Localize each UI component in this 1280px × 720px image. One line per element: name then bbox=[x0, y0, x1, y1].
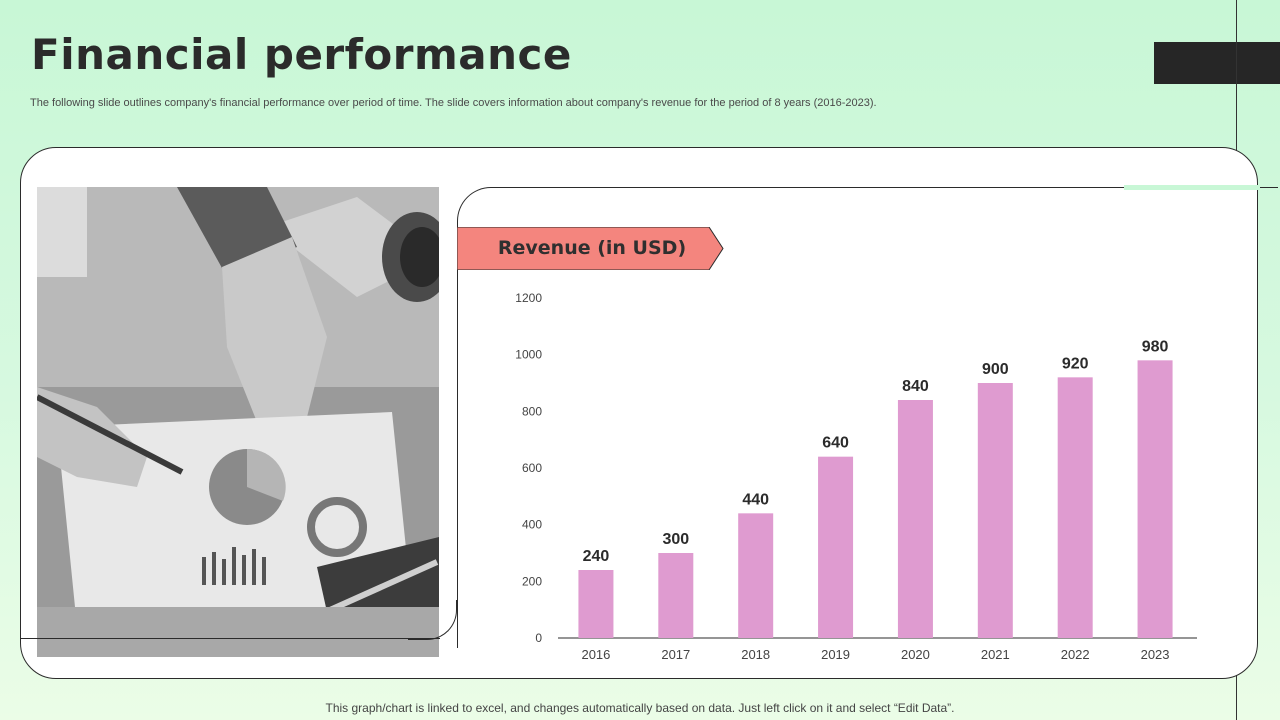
frame-divider-line bbox=[20, 638, 440, 639]
decorative-tab bbox=[1154, 42, 1280, 84]
x-tick-label: 2020 bbox=[901, 647, 930, 662]
bar bbox=[738, 513, 774, 638]
revenue-bar-chart: 0 200 400 600 800 1000 1200 240 2016 300 2017 440 20… bbox=[515, 291, 1197, 662]
chart-title: Revenue (in USD) bbox=[497, 237, 687, 259]
data-label: 300 bbox=[662, 531, 689, 548]
bar bbox=[578, 570, 614, 638]
y-tick-label: 0 bbox=[535, 631, 542, 645]
x-tick-label: 2019 bbox=[821, 647, 850, 662]
x-tick-label: 2023 bbox=[1141, 647, 1170, 662]
business-meeting-photo bbox=[37, 187, 439, 657]
bar bbox=[897, 400, 933, 638]
chart-title-banner: Revenue (in USD) bbox=[457, 227, 724, 270]
chart-frame bbox=[457, 187, 1278, 648]
photo-illustration bbox=[37, 187, 439, 657]
data-label: 920 bbox=[1062, 355, 1089, 372]
bar bbox=[1057, 377, 1093, 638]
banner-shape bbox=[457, 227, 724, 270]
y-tick-label: 1000 bbox=[515, 348, 542, 362]
bar bbox=[977, 383, 1013, 638]
data-label: 980 bbox=[1142, 338, 1169, 355]
x-tick-label: 2017 bbox=[661, 647, 690, 662]
slide-subtitle: The following slide outlines company's f… bbox=[30, 97, 877, 109]
bar bbox=[1137, 360, 1173, 638]
bar bbox=[818, 456, 854, 638]
x-tick-label: 2022 bbox=[1061, 647, 1090, 662]
data-label: 240 bbox=[583, 548, 610, 565]
x-tick-label: 2021 bbox=[981, 647, 1010, 662]
data-label: 640 bbox=[822, 435, 849, 452]
y-tick-label: 800 bbox=[522, 404, 542, 418]
y-tick-label: 600 bbox=[522, 461, 542, 475]
x-tick-label: 2018 bbox=[741, 647, 770, 662]
data-label: 840 bbox=[902, 378, 929, 395]
x-tick-label: 2016 bbox=[581, 647, 610, 662]
data-label: 440 bbox=[742, 491, 769, 508]
bar bbox=[658, 553, 694, 638]
y-tick-label: 400 bbox=[522, 518, 542, 532]
footer-note: This graph/chart is linked to excel, and… bbox=[325, 701, 955, 715]
y-tick-label: 200 bbox=[522, 574, 542, 588]
decorative-strip bbox=[1124, 185, 1260, 190]
y-tick-label: 1200 bbox=[515, 291, 542, 305]
data-label: 900 bbox=[982, 361, 1009, 378]
page-title: Financial performance bbox=[31, 30, 572, 79]
